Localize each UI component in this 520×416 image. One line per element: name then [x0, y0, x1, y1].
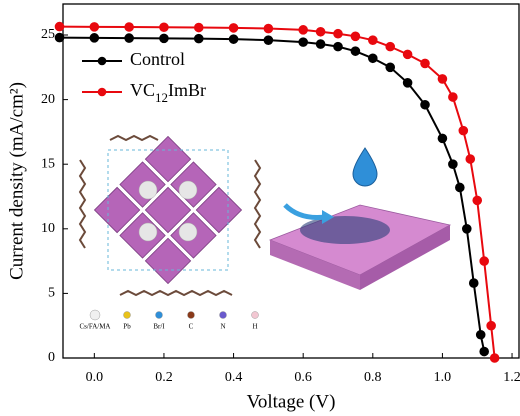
data-point [89, 33, 100, 43]
atom-label: C [189, 323, 194, 331]
data-point [350, 31, 361, 42]
atom-swatch [89, 309, 101, 321]
atom-swatch [123, 311, 131, 319]
data-point [420, 58, 430, 69]
atom-swatch [155, 311, 163, 319]
data-point [448, 92, 458, 102]
water-spread [300, 216, 390, 244]
data-point [228, 23, 239, 33]
data-point [315, 26, 326, 37]
legend-label: Control [130, 49, 185, 69]
atom-swatch [251, 311, 259, 319]
alkyl-chains [78, 134, 262, 297]
data-point [124, 22, 134, 32]
atom-swatch [187, 311, 195, 319]
data-point [479, 256, 489, 266]
x-tick-label: 0.2 [155, 370, 173, 385]
perovskite-octahedra [93, 135, 243, 285]
data-point [479, 346, 489, 357]
data-point [402, 49, 413, 60]
a-site-cations [138, 180, 198, 242]
data-point [458, 125, 469, 136]
data-point [461, 224, 472, 234]
data-point [486, 320, 496, 331]
data-point [368, 35, 378, 45]
x-tick-label: 0.6 [294, 370, 312, 385]
data-point [402, 78, 413, 88]
data-point [472, 195, 483, 206]
data-point [193, 22, 204, 33]
data-point [437, 133, 448, 144]
atom-label: N [220, 323, 225, 331]
atom-label: Pb [123, 323, 131, 331]
arrow [283, 203, 326, 220]
y-tick-label: 5 [48, 286, 55, 301]
slab-side [270, 240, 360, 290]
legend-marker [97, 87, 107, 97]
series-line [59, 36, 486, 352]
data-point [298, 25, 308, 35]
data-point [124, 33, 134, 43]
data-point [333, 28, 343, 39]
y-tick-label: 25 [41, 27, 55, 42]
data-point [298, 37, 308, 47]
data-point [89, 22, 100, 32]
data-point [315, 39, 326, 49]
data-point [54, 21, 65, 32]
data-point [448, 159, 458, 170]
data-point [54, 32, 65, 43]
data-point [420, 99, 430, 110]
data-point [489, 353, 500, 363]
data-point [159, 22, 169, 33]
x-axis-title: Voltage (V) [247, 391, 336, 412]
y-axis-title: Current density (mA/cm²) [6, 82, 27, 280]
slab-side [360, 225, 450, 290]
y-tick-label: 0 [48, 350, 55, 365]
data-point [350, 46, 361, 56]
series-line [59, 25, 496, 359]
arrow-head [322, 210, 334, 224]
x-tick-label: 1.0 [434, 370, 452, 385]
atom-label: H [252, 323, 257, 331]
unit-cell [107, 149, 229, 271]
data-point [455, 182, 465, 193]
data-point [263, 35, 274, 45]
legend-marker [97, 56, 107, 66]
water-drop [352, 147, 378, 187]
plot-frame [62, 3, 520, 359]
data-point [228, 34, 239, 44]
x-tick-label: 0.8 [364, 370, 382, 385]
x-tick-label: 0.0 [86, 370, 104, 385]
data-point [465, 154, 476, 164]
atom-legend: Cs/FA/MA Pb Br/I C N H [80, 309, 259, 331]
data-point [159, 33, 169, 44]
data-point [368, 53, 378, 64]
atom-label: Br/I [153, 323, 165, 331]
data-point [193, 33, 204, 44]
data-point [437, 74, 448, 84]
data-point [475, 329, 486, 340]
data-point [468, 278, 479, 288]
x-tick-label: 1.2 [503, 370, 520, 385]
illustration: Cs/FA/MA Pb Br/I C N H [78, 134, 452, 331]
atom-swatch [219, 311, 227, 319]
data-point [263, 23, 274, 34]
y-tick-label: 20 [41, 92, 55, 107]
legend-label: VC12ImBr [130, 80, 206, 105]
atom-label: Cs/FA/MA [80, 323, 111, 331]
x-tick-label: 0.4 [225, 370, 243, 385]
data-point [385, 41, 396, 52]
data-point [333, 41, 343, 52]
y-tick-label: 15 [41, 156, 55, 171]
y-tick-label: 10 [41, 221, 55, 236]
data-point [385, 62, 396, 73]
